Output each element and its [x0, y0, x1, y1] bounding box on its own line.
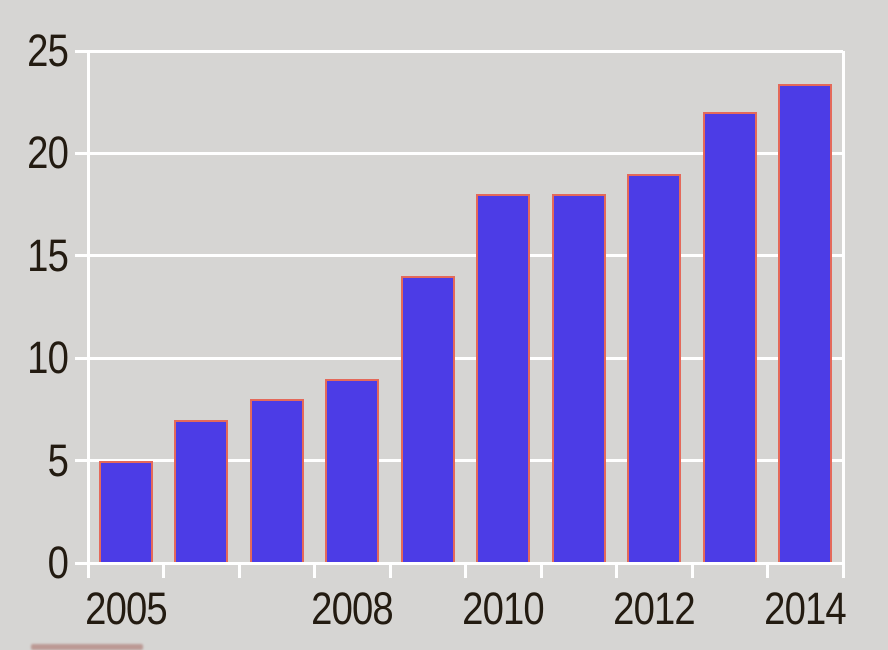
bar-2011	[551, 194, 606, 563]
x-tick-label-2010: 2010	[462, 583, 545, 634]
x-tick-label-2012: 2012	[613, 583, 696, 634]
bar-2010	[476, 194, 531, 563]
x-tick-9	[766, 563, 769, 578]
bar-2013	[702, 112, 757, 563]
x-tick-1	[162, 563, 165, 578]
y-tick-label-25: 25	[27, 25, 69, 76]
x-tick-4	[388, 563, 392, 578]
bar-2009	[400, 276, 455, 563]
bar-2014	[778, 83, 833, 563]
gridline-y5	[75, 459, 843, 463]
x-tick-label-2014: 2014	[764, 583, 847, 634]
plot-right-border	[841, 51, 845, 563]
bar-2007	[249, 399, 304, 563]
gridline-y15	[75, 254, 843, 258]
x-tick-10	[841, 563, 845, 578]
x-tick-label-2005: 2005	[84, 583, 168, 634]
y-tick-label-15: 15	[27, 229, 69, 281]
y-tick-label-20: 20	[27, 127, 69, 179]
bar-2012	[627, 173, 682, 563]
y-axis-line	[86, 51, 90, 563]
x-tick-0	[86, 563, 90, 578]
y-tick-label-10: 10	[27, 332, 69, 384]
x-tick-2	[237, 563, 241, 578]
x-tick-6	[539, 563, 543, 578]
gridline-y25	[75, 49, 843, 53]
bar-2008	[325, 378, 380, 563]
x-tick-label-2008: 2008	[311, 583, 394, 634]
x-tick-7	[615, 563, 618, 578]
bar-2005	[98, 460, 153, 563]
y-tick-label-0: 0	[47, 537, 69, 588]
bar-2006	[174, 419, 229, 563]
clipped-caption-artifact	[31, 644, 143, 650]
gridline-y10	[75, 356, 843, 360]
y-tick-label-5: 5	[47, 434, 69, 486]
x-axis-line	[75, 561, 843, 565]
x-tick-3	[313, 563, 316, 578]
x-tick-5	[464, 563, 467, 578]
x-tick-8	[690, 563, 694, 578]
gridline-y20	[75, 151, 843, 155]
